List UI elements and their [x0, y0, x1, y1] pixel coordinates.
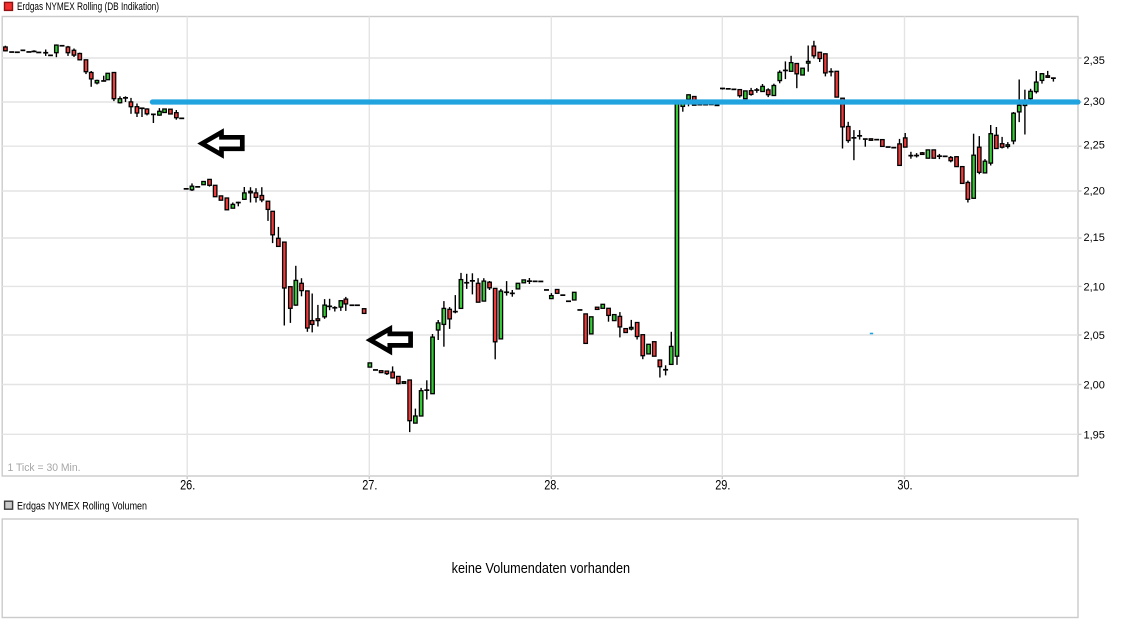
svg-text:29.: 29. [715, 476, 730, 492]
svg-text:30.: 30. [897, 476, 912, 492]
svg-text:26.: 26. [180, 476, 195, 492]
svg-text:27.: 27. [362, 476, 377, 492]
svg-text:2,30: 2,30 [1084, 96, 1105, 108]
svg-text:28.: 28. [544, 476, 559, 492]
svg-text:2,35: 2,35 [1084, 55, 1105, 67]
svg-text:keine Volumendaten vorhanden: keine Volumendaten vorhanden [452, 560, 630, 577]
svg-text:Erdgas NYMEX Rolling Volumen: Erdgas NYMEX Rolling Volumen [17, 500, 147, 512]
svg-text:2,00: 2,00 [1084, 380, 1105, 392]
svg-text:2,25: 2,25 [1084, 139, 1105, 151]
svg-text:2,10: 2,10 [1084, 281, 1105, 293]
svg-text:2,20: 2,20 [1084, 185, 1105, 197]
svg-text:1,95: 1,95 [1084, 429, 1105, 441]
svg-text:2,05: 2,05 [1084, 330, 1105, 342]
svg-text:Erdgas NYMEX Rolling (DB Indik: Erdgas NYMEX Rolling (DB Indikation) [17, 1, 159, 13]
svg-text:1 Tick = 30 Min.: 1 Tick = 30 Min. [8, 462, 81, 474]
svg-text:2,15: 2,15 [1084, 232, 1105, 244]
